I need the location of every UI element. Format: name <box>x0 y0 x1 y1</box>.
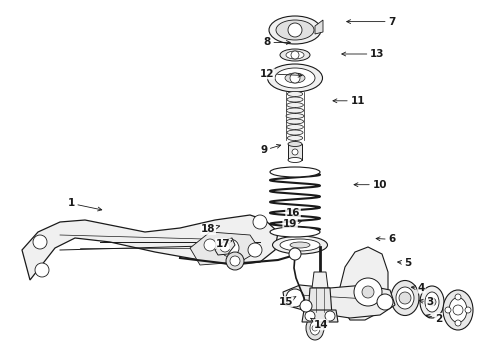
Polygon shape <box>302 310 338 322</box>
Ellipse shape <box>287 91 303 96</box>
Ellipse shape <box>391 280 419 315</box>
Text: 12: 12 <box>260 69 302 79</box>
Text: 17: 17 <box>216 239 232 249</box>
Text: 9: 9 <box>260 144 281 156</box>
Circle shape <box>204 239 216 251</box>
Ellipse shape <box>286 119 304 124</box>
Polygon shape <box>315 20 323 34</box>
Polygon shape <box>340 247 388 320</box>
Circle shape <box>292 149 298 155</box>
Ellipse shape <box>310 321 320 335</box>
Circle shape <box>399 292 411 304</box>
Circle shape <box>35 263 49 277</box>
Ellipse shape <box>286 113 304 118</box>
Text: 1: 1 <box>68 198 102 211</box>
Circle shape <box>288 23 302 37</box>
Ellipse shape <box>306 316 324 340</box>
Ellipse shape <box>286 108 304 113</box>
Text: 7: 7 <box>347 17 396 27</box>
Circle shape <box>455 294 461 300</box>
Text: 4: 4 <box>412 283 425 293</box>
Text: 11: 11 <box>333 96 365 106</box>
Ellipse shape <box>286 51 304 59</box>
Circle shape <box>377 294 393 310</box>
Polygon shape <box>283 285 395 318</box>
Ellipse shape <box>270 227 320 237</box>
Ellipse shape <box>269 16 321 44</box>
Text: 19: 19 <box>283 219 302 229</box>
Circle shape <box>325 311 335 321</box>
Circle shape <box>230 256 240 266</box>
Circle shape <box>289 248 301 260</box>
Ellipse shape <box>268 64 322 92</box>
Ellipse shape <box>270 167 320 177</box>
Text: 8: 8 <box>264 37 290 48</box>
Ellipse shape <box>287 103 303 108</box>
Polygon shape <box>312 272 328 288</box>
Text: 14: 14 <box>311 318 328 330</box>
Ellipse shape <box>443 290 473 330</box>
Text: 18: 18 <box>201 224 220 234</box>
Ellipse shape <box>396 287 414 309</box>
Ellipse shape <box>280 239 320 251</box>
Text: 6: 6 <box>376 234 395 244</box>
Ellipse shape <box>287 135 303 140</box>
Ellipse shape <box>425 292 439 312</box>
Circle shape <box>428 298 436 306</box>
Text: 2: 2 <box>426 314 442 324</box>
Ellipse shape <box>287 130 303 135</box>
Circle shape <box>33 235 47 249</box>
Ellipse shape <box>276 20 314 40</box>
Text: 16: 16 <box>286 208 300 218</box>
Circle shape <box>445 307 451 313</box>
Text: 5: 5 <box>398 258 411 268</box>
Polygon shape <box>308 288 332 315</box>
Ellipse shape <box>287 125 303 130</box>
Ellipse shape <box>285 73 305 83</box>
Text: 3: 3 <box>419 297 434 307</box>
Circle shape <box>253 215 267 229</box>
Circle shape <box>220 242 230 252</box>
Ellipse shape <box>288 158 302 162</box>
Text: 15: 15 <box>278 297 296 307</box>
Ellipse shape <box>272 236 327 254</box>
Text: 10: 10 <box>354 180 387 190</box>
Circle shape <box>226 252 244 270</box>
Circle shape <box>312 325 318 331</box>
Ellipse shape <box>275 68 315 88</box>
Ellipse shape <box>449 297 467 323</box>
Circle shape <box>465 307 471 313</box>
Circle shape <box>453 305 463 315</box>
Ellipse shape <box>280 49 310 61</box>
Circle shape <box>300 300 312 312</box>
Circle shape <box>221 239 239 257</box>
Bar <box>288 144 302 160</box>
Text: 13: 13 <box>342 49 385 59</box>
Circle shape <box>290 73 300 83</box>
Ellipse shape <box>290 242 310 248</box>
Polygon shape <box>190 232 260 265</box>
Circle shape <box>305 311 315 321</box>
Ellipse shape <box>420 286 444 318</box>
Circle shape <box>286 289 304 307</box>
Polygon shape <box>22 215 278 280</box>
Circle shape <box>248 243 262 257</box>
Circle shape <box>354 278 382 306</box>
Circle shape <box>291 51 299 59</box>
Ellipse shape <box>287 97 303 102</box>
Circle shape <box>455 320 461 326</box>
Circle shape <box>362 286 374 298</box>
Ellipse shape <box>288 141 302 147</box>
Polygon shape <box>215 238 235 255</box>
